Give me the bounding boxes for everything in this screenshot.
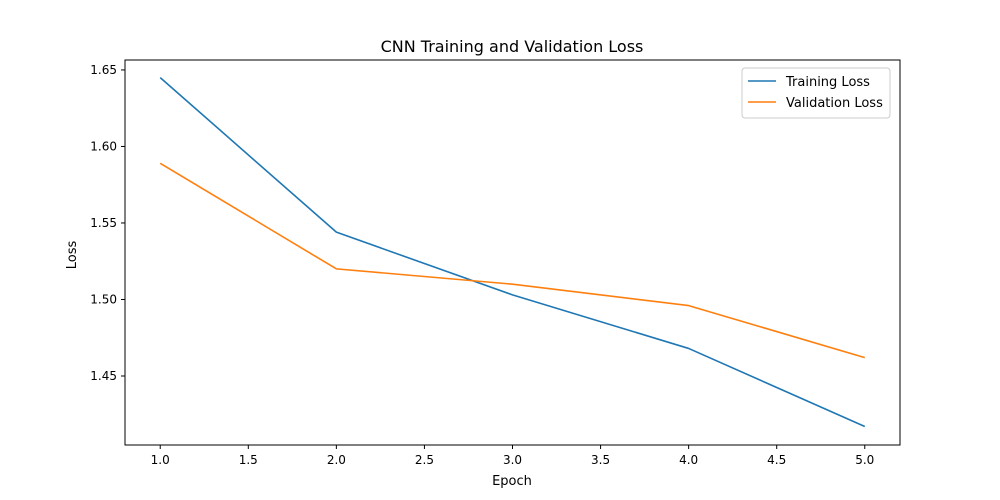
x-tick-label: 2.0 [327, 453, 346, 467]
chart-title: CNN Training and Validation Loss [381, 37, 644, 56]
x-tick-label: 3.0 [503, 453, 522, 467]
x-tick-label: 2.5 [415, 453, 434, 467]
x-tick-label: 1.0 [151, 453, 170, 467]
x-tick-label: 5.0 [855, 453, 874, 467]
y-tick-label: 1.50 [90, 292, 117, 306]
x-axis-ticks: 1.0 1.5 2.0 2.5 3.0 3.5 4.0 4.5 5.0 [151, 445, 874, 467]
legend-label-validation-loss: Validation Loss [786, 96, 883, 111]
y-axis-ticks: 1.45 1.50 1.55 1.60 1.65 [90, 63, 125, 383]
y-axis-label: Loss [65, 241, 80, 270]
y-tick-label: 1.55 [90, 216, 117, 230]
x-tick-label: 3.5 [591, 453, 610, 467]
training-loss-line [159, 76, 866, 428]
legend: Training Loss Validation Loss [741, 67, 891, 119]
y-tick-label: 1.60 [90, 139, 117, 153]
legend-label-training-loss: Training Loss [785, 75, 870, 90]
legend-items: Training Loss Validation Loss [748, 75, 883, 111]
series-layer [159, 76, 866, 428]
x-tick-label: 4.0 [679, 453, 698, 467]
y-tick-label: 1.45 [90, 369, 117, 383]
x-tick-label: 1.5 [239, 453, 258, 467]
x-tick-label: 4.5 [767, 453, 786, 467]
validation-loss-line [159, 162, 865, 359]
legend-box [741, 67, 891, 119]
y-tick-label: 1.65 [90, 63, 117, 77]
x-axis-label: Epoch [492, 474, 532, 489]
